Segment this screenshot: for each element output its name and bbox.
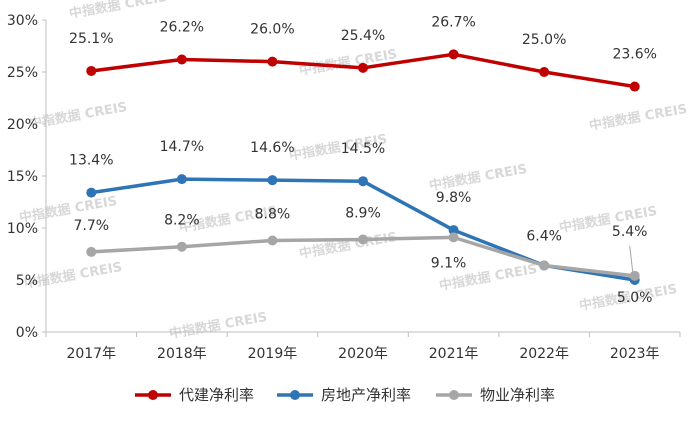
watermark-text: 中指数据 CREIS <box>588 101 688 134</box>
data-point <box>358 176 368 187</box>
series-layer <box>86 49 640 285</box>
watermark-layer: 中指数据 CREIS 中指数据 CREIS 中指数据 CREIS 中指数据 CREIS… <box>18 0 688 342</box>
x-tick-label: 2020年 <box>338 346 388 362</box>
data-point <box>267 175 278 186</box>
data-label: 8.8% <box>255 206 291 222</box>
data-point <box>358 62 368 73</box>
data-label: 23.6% <box>612 47 656 63</box>
data-point <box>629 81 640 92</box>
data-label: 7.7% <box>73 218 109 234</box>
data-label: 14.7% <box>160 139 204 155</box>
data-point <box>86 187 97 198</box>
watermark-text: 中指数据 CREIS <box>168 309 268 342</box>
watermark-text: 中指数据 CREIS <box>68 0 168 22</box>
x-tick-label: 2021年 <box>429 346 479 362</box>
y-tick-label: 10% <box>7 221 38 237</box>
legend-item: 代建净利率 <box>135 386 254 404</box>
x-tick-label: 2019年 <box>248 346 298 362</box>
watermark-text: 中指数据 CREIS <box>428 161 528 194</box>
watermark-text: 中指数据 CREIS <box>298 46 398 79</box>
data-label: 26.2% <box>160 20 204 36</box>
data-point <box>539 67 550 77</box>
legend-marker <box>290 390 300 400</box>
legend-label: 物业净利率 <box>480 386 555 404</box>
data-label: 8.9% <box>345 205 381 221</box>
x-tick-label: 2017年 <box>66 346 116 362</box>
y-tick-label: 5% <box>16 273 38 289</box>
legend-marker <box>449 390 459 400</box>
data-point <box>267 56 278 67</box>
data-label: 8.2% <box>164 213 200 229</box>
x-tick-label: 2022年 <box>519 346 569 362</box>
data-point <box>176 241 187 252</box>
legend: 代建净利率 房地产净利率 物业净利率 <box>135 386 555 404</box>
data-point <box>448 232 459 243</box>
data-label-layer: 25.1% 26.2% 26.0% 25.4% 26.7% 25.0% 23.6% 13.4%… <box>69 14 657 306</box>
data-label: 9.8% <box>436 190 472 206</box>
y-tick-label: 15% <box>7 169 38 185</box>
y-tick-label: 0% <box>16 325 38 341</box>
data-point <box>448 49 459 60</box>
data-label: 5.4% <box>612 224 648 240</box>
watermark-text: 中指数据 CREIS <box>298 229 398 262</box>
data-label: 25.1% <box>69 31 113 47</box>
legend-marker <box>148 390 158 400</box>
label-leader-line <box>629 245 634 272</box>
legend-label: 代建净利率 <box>179 386 254 404</box>
data-point <box>629 270 640 281</box>
data-point <box>358 234 368 245</box>
data-label: 14.6% <box>250 140 294 156</box>
data-point <box>86 246 97 257</box>
data-label: 6.4% <box>526 228 562 244</box>
data-label: 14.5% <box>341 141 385 157</box>
data-label: 26.7% <box>431 14 475 30</box>
data-label: 5.0% <box>617 290 653 306</box>
axes: 0% 5% 10% 15% 20% 25% 30% 2017年 2018年 2019年 2020年 2… <box>7 13 681 362</box>
data-label: 9.1% <box>431 255 467 271</box>
data-point <box>448 225 459 236</box>
x-tick-label: 2023年 <box>610 346 660 362</box>
data-point <box>176 54 187 65</box>
data-label: 26.0% <box>250 22 294 38</box>
legend-item: 房地产净利率 <box>277 386 411 404</box>
data-point <box>176 174 187 185</box>
data-point <box>86 65 97 76</box>
data-label: 25.0% <box>522 32 566 48</box>
y-tick-label: 20% <box>7 117 38 133</box>
y-tick-label: 30% <box>7 13 38 29</box>
data-label: 13.4% <box>69 153 113 169</box>
legend-label: 房地产净利率 <box>321 386 411 404</box>
data-point <box>267 235 278 246</box>
y-tick-label: 25% <box>7 65 38 81</box>
watermark-text: 中指数据 CREIS <box>28 99 128 132</box>
data-point <box>539 260 550 271</box>
data-label: 25.4% <box>341 28 385 44</box>
x-tick-label: 2018年 <box>157 346 207 362</box>
legend-item: 物业净利率 <box>436 386 555 404</box>
